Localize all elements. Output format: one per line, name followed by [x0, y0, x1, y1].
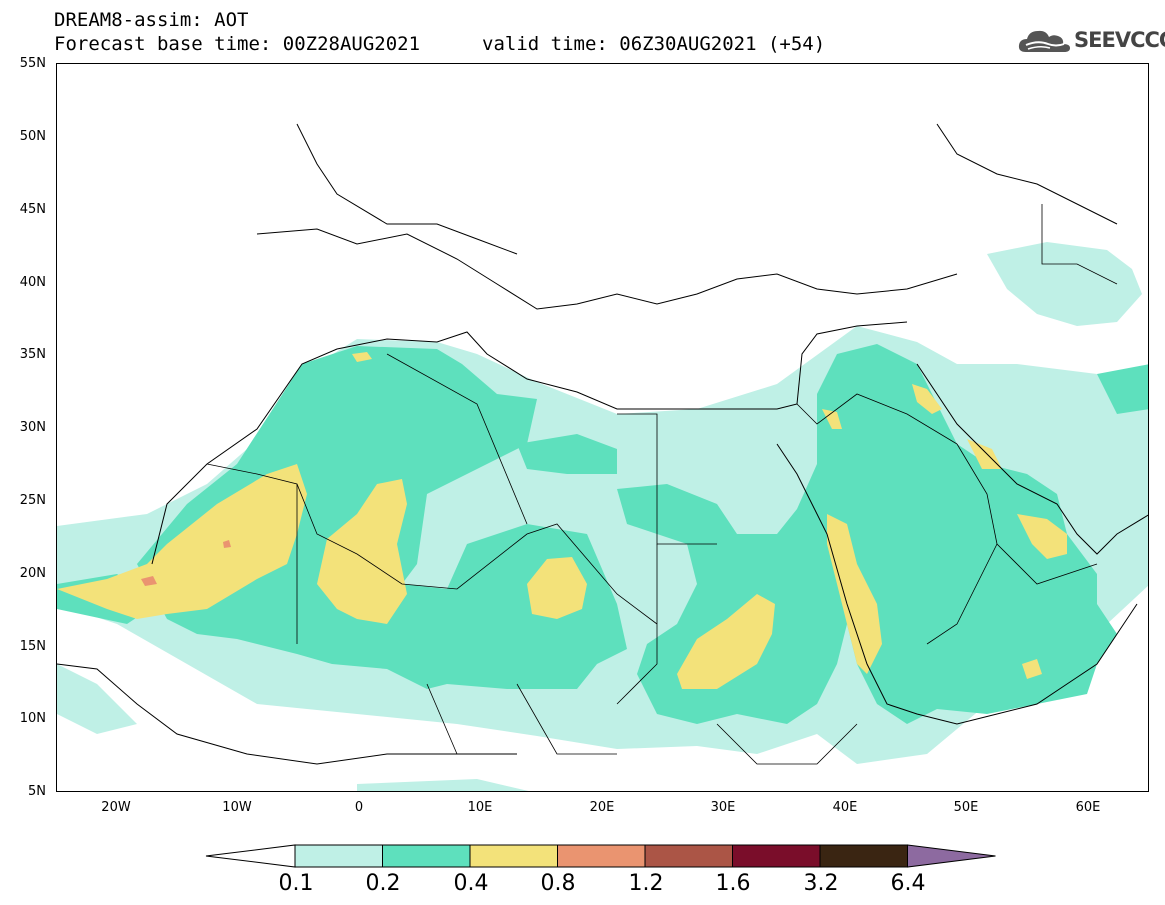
colorbar-segment — [382, 844, 471, 868]
cloud-icon — [1018, 30, 1070, 52]
colorbar-label: 0.4 — [453, 871, 489, 896]
lat-label: 40N — [19, 275, 46, 290]
lon-label: 40E — [832, 800, 858, 815]
lat-label: 30N — [19, 420, 46, 435]
chart-title: DREAM8-assim: AOT — [54, 9, 249, 31]
lat-label: 50N — [19, 129, 46, 144]
logo-text: SEEVCCC — [1074, 28, 1165, 52]
aot-map — [57, 123, 1148, 791]
lon-label: 20W — [101, 800, 131, 815]
lat-label: 25N — [19, 493, 46, 508]
lat-label: 45N — [19, 202, 46, 217]
colorbar-segment — [469, 844, 558, 868]
lon-label: 30E — [710, 800, 736, 815]
lat-label: 10N — [19, 711, 46, 726]
lat-label: 35N — [19, 347, 46, 362]
forecast-base-time: Forecast base time: 00Z28AUG2021 — [54, 33, 421, 55]
colorbar-segment — [907, 844, 996, 868]
colorbar-segment — [294, 844, 383, 868]
colorbar-label: 0.8 — [540, 871, 576, 896]
colorbar-segment — [205, 844, 296, 868]
lon-label: 20E — [589, 800, 615, 815]
borders — [206, 204, 1118, 765]
colorbar-label: 1.2 — [628, 871, 664, 896]
colorbar-segment — [557, 844, 646, 868]
colorbar — [205, 844, 996, 868]
lon-label: 0 — [354, 800, 364, 815]
colorbar-segment — [732, 844, 821, 868]
lat-label: 5N — [28, 784, 46, 799]
colorbar-label: 6.4 — [890, 871, 926, 896]
coastlines — [57, 123, 1148, 765]
colorbar-label: 1.6 — [715, 871, 751, 896]
colorbar-label: 0.1 — [278, 871, 314, 896]
aot-field-0.8 — [141, 540, 231, 586]
map-panel — [56, 63, 1149, 792]
colorbar-segment — [819, 844, 908, 868]
lon-label: 60E — [1075, 800, 1101, 815]
lat-label: 20N — [19, 566, 46, 581]
aot-field-0.4 — [57, 352, 1067, 689]
valid-time: valid time: 06Z30AUG2021 (+54) — [482, 33, 826, 55]
colorbar-label: 0.2 — [365, 871, 401, 896]
lon-label: 10E — [467, 800, 493, 815]
seevccc-logo: SEEVCCC — [1018, 26, 1165, 56]
lat-label: 55N — [19, 56, 46, 71]
colorbar-label: 3.2 — [803, 871, 839, 896]
lon-label: 50E — [953, 800, 979, 815]
colorbar-segment — [644, 844, 733, 868]
lon-label: 10W — [222, 800, 252, 815]
lat-label: 15N — [19, 639, 46, 654]
